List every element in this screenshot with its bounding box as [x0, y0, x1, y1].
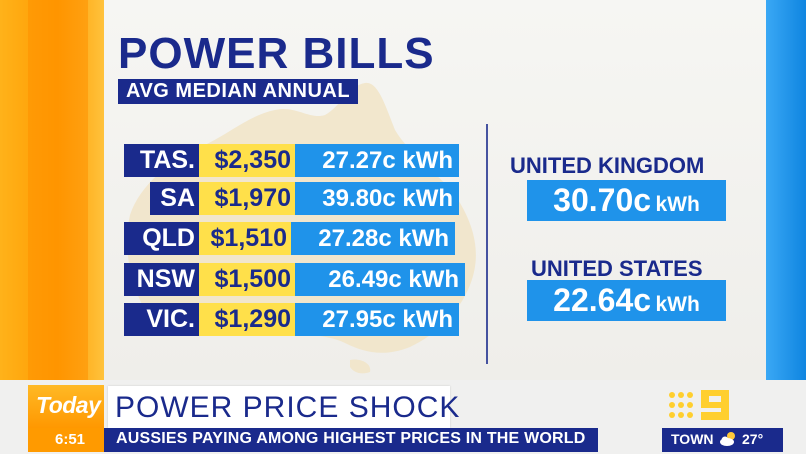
show-logo: Today [36, 392, 101, 418]
headline-box [108, 386, 450, 428]
annual-price: $1,290 [199, 303, 295, 336]
left-orange-stripe [28, 0, 88, 454]
state-label: NSW [124, 263, 199, 296]
kwh-rate: 27.28c kWh [291, 222, 455, 255]
us-label: UNITED STATES [531, 256, 703, 281]
uk-rate-unit: kWh [655, 193, 700, 216]
annual-price: $1,970 [199, 182, 295, 215]
us-rate-value: 22.64c [553, 282, 652, 318]
state-label: VIC. [124, 303, 199, 336]
us-rate-unit: kWh [655, 293, 700, 316]
annual-price: $2,350 [199, 144, 295, 177]
kwh-rate: 26.49c kWh [295, 263, 465, 296]
weather-location: TOWN [671, 431, 714, 447]
state-label: SA [150, 182, 199, 215]
headline: POWER PRICE SHOCK [115, 391, 461, 424]
partly-cloudy-icon [720, 432, 735, 446]
state-label: TAS. [124, 144, 199, 177]
kwh-rate: 27.95c kWh [295, 303, 459, 336]
kwh-rate: 27.27c kWh [295, 144, 459, 177]
us-rate-box: 22.64c kWh [527, 280, 726, 321]
state-label: QLD [124, 222, 199, 255]
annual-price: $1,510 [199, 222, 291, 255]
uk-rate-value: 30.70c [553, 182, 652, 218]
clock-box [28, 428, 104, 452]
weather-temperature: 27° [742, 431, 764, 447]
uk-rate-box: 30.70c kWh [527, 180, 726, 221]
channel-nine-logo-icon [669, 390, 729, 420]
graphic-subtitle: AVG MEDIAN ANNUAL [118, 79, 359, 104]
clock: 6:51 [55, 431, 86, 448]
divider-line [486, 124, 488, 364]
annual-price: $1,500 [199, 263, 295, 296]
ticker-text: AUSSIES PAYING AMONG HIGHEST PRICES IN T… [116, 430, 586, 447]
show-logo-box [28, 385, 104, 429]
uk-label: UNITED KINGDOM [510, 153, 705, 178]
ticker-bar [104, 428, 598, 452]
graphic-title: POWER BILLS [118, 29, 435, 78]
kwh-rate: 39.80c kWh [295, 182, 459, 215]
right-blue-bar [766, 0, 806, 454]
